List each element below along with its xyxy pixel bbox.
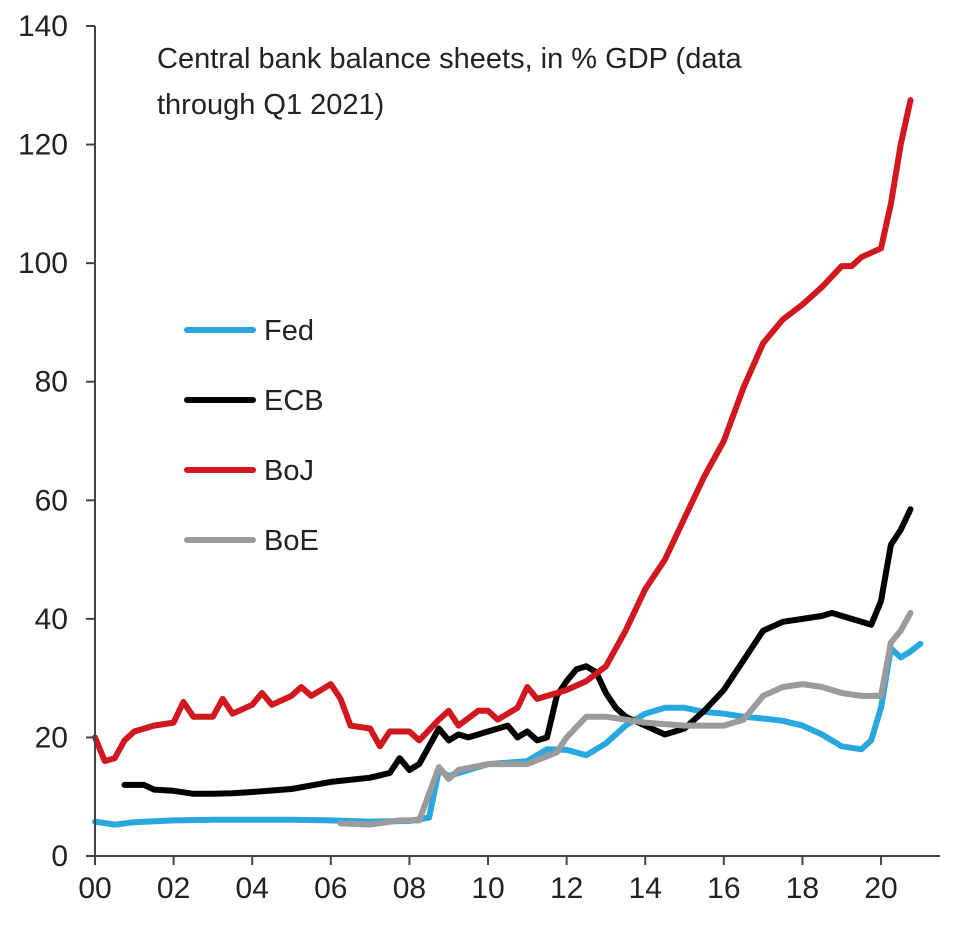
x-tick-label: 00 [78,872,111,905]
legend-label: ECB [264,385,324,417]
series-line-fed [92,640,924,828]
x-tick-label: 20 [864,872,897,905]
legend-label: BoJ [264,455,314,487]
chart-title-line-1: Central bank balance sheets, in % GDP (d… [157,43,743,75]
y-tick-label: 40 [35,603,68,636]
legend: Fed ECB BoJ BoE [184,315,324,557]
y-tick-label: 60 [35,484,68,517]
legend-label: Fed [264,315,314,347]
series-line-ecb [121,506,914,797]
series-layer [92,97,924,828]
x-tick-label: 18 [786,872,819,905]
legend-label: BoE [264,525,319,557]
y-tick-label: 120 [18,129,68,162]
legend-item-boe: BoE [184,525,319,557]
y-tick-label: 140 [18,10,68,43]
x-tick-label: 14 [629,872,662,905]
x-tick-label: 02 [157,872,190,905]
x-tick-label: 06 [314,872,347,905]
x-tick-label: 12 [550,872,583,905]
legend-item-boj: BoJ [184,455,314,487]
x-tick-label: 04 [236,872,269,905]
y-tick-label: 80 [35,366,68,399]
x-tick-label: 08 [393,872,426,905]
y-tick-label: 20 [35,721,68,754]
legend-item-ecb: ECB [184,385,324,417]
y-tick-label: 100 [18,247,68,280]
series-line-boj [92,97,914,765]
series-line-boe [337,609,914,828]
y-tick-label: 0 [51,840,68,873]
axes: 0 20 40 60 80 100 120 140 00 02 04 06 08 10 12 14 16 18 20 [18,10,940,905]
x-tick-label: 10 [471,872,504,905]
chart-title-line-2: through Q1 2021) [157,89,384,121]
x-tick-label: 16 [707,872,740,905]
legend-item-fed: Fed [184,315,314,347]
